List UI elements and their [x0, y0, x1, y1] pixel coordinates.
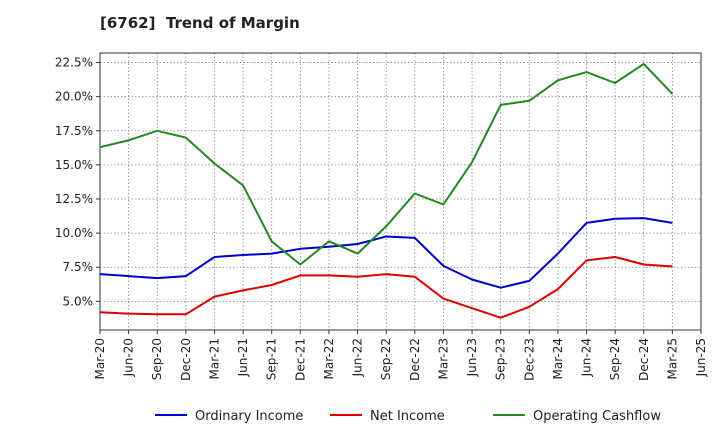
series-lines — [99, 62, 674, 319]
x-tick-label: Dec-21 — [293, 338, 307, 381]
y-tick-label: 7.5% — [63, 260, 94, 274]
x-tick-label: Dec-20 — [179, 338, 193, 381]
series-line-ordinary-income — [99, 217, 673, 289]
legend-label-ordinary-income: Ordinary Income — [195, 409, 303, 424]
chart-title: [6762] Trend of Margin — [100, 14, 300, 32]
y-tick-label: 15.0% — [55, 158, 93, 172]
plot-frame — [99, 52, 702, 331]
x-tick-label: Dec-23 — [522, 338, 536, 381]
tick-labels: 5.0% 7.5% 10.0% 12.5% 15.0% 17.5% 20.0% 22.5% Ma… — [55, 56, 708, 381]
x-tick-label: Mar-20 — [93, 338, 107, 379]
x-tick-label: Jun-23 — [465, 338, 479, 377]
series-line-operating-cashflow — [99, 62, 674, 266]
series-line-net-income — [99, 256, 673, 319]
x-tick-label: Jun-21 — [236, 338, 250, 377]
y-tick-label: 22.5% — [55, 56, 93, 70]
legend-label-net-income: Net Income — [370, 409, 445, 424]
x-tick-label: Jun-20 — [122, 338, 136, 377]
y-tick-label: 12.5% — [55, 192, 93, 206]
x-tick-label: Sep-24 — [608, 338, 622, 380]
x-tick-label: Dec-22 — [408, 338, 422, 381]
x-tick-label: Mar-25 — [665, 338, 679, 379]
x-tick-label: Sep-21 — [265, 338, 279, 380]
x-tick-label: Sep-23 — [494, 338, 508, 380]
x-tick-label: Jun-22 — [351, 338, 365, 377]
y-tick-label: 10.0% — [55, 226, 93, 240]
y-tick-label: 20.0% — [55, 90, 93, 104]
legend-label-operating-cashflow: Operating Cashflow — [533, 409, 661, 424]
x-tick-label: Mar-22 — [322, 338, 336, 379]
x-tick-label: Mar-24 — [551, 338, 565, 379]
gridlines — [99, 53, 702, 330]
x-tick-label: Jun-24 — [580, 338, 594, 377]
x-tick-label: Mar-21 — [207, 338, 221, 379]
y-tick-label: 5.0% — [63, 294, 94, 308]
x-tick-label: Sep-20 — [150, 338, 164, 380]
legend: Ordinary Income Net Income Operating Cashf… — [155, 409, 661, 424]
y-tick-label: 17.5% — [55, 124, 93, 138]
x-tick-label: Sep-22 — [379, 338, 393, 380]
x-tick-label: Jun-25 — [694, 338, 708, 377]
x-tick-label: Dec-24 — [637, 338, 651, 381]
x-tick-label: Mar-23 — [436, 338, 450, 379]
axes — [96, 52, 702, 334]
